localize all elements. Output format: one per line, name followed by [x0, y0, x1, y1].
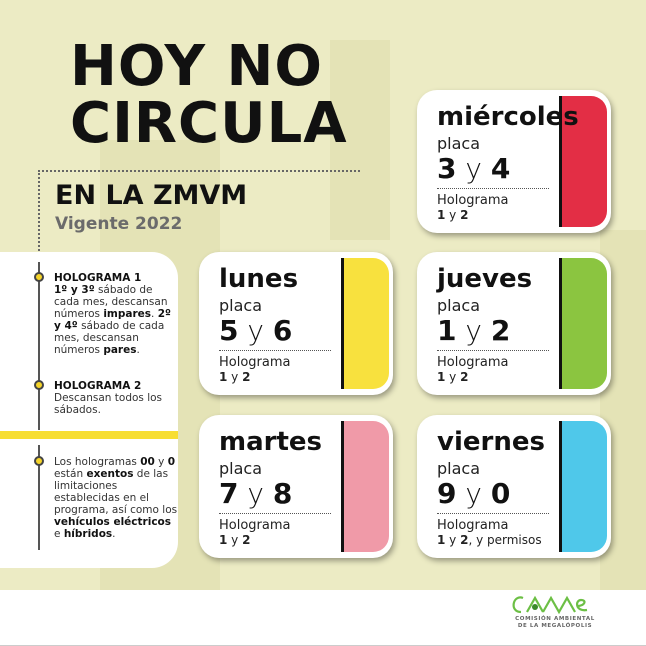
- bullet-icon: [34, 380, 44, 390]
- came-logo: COMISIÓN AMBIENTAL DE LA MEGALÓPOLIS: [505, 592, 605, 630]
- plate-digits: 5 y 6: [219, 314, 293, 347]
- day-card-4: viernes placa 9 y 0 Holograma 1 y 2, y p…: [417, 415, 611, 558]
- came-logo-icon: [512, 595, 588, 615]
- color-strip: [559, 96, 607, 227]
- background-building: [330, 40, 390, 240]
- day-card-3: martes placa 7 y 8 Holograma 1 y 2: [199, 415, 393, 558]
- day-name: lunes: [219, 264, 299, 294]
- yellow-band: [0, 431, 178, 439]
- hologram-values: 1 y 2, y permisos: [437, 533, 542, 547]
- dotted-connector: [38, 170, 40, 270]
- color-strip: [341, 258, 389, 389]
- hologram-2-rule: HOLOGRAMA 2 Descansan todos los sábados.: [54, 380, 163, 416]
- hologram-label: Holograma: [219, 355, 291, 370]
- plate-digits: 9 y 0: [437, 477, 511, 510]
- plate-digits: 1 y 2: [437, 314, 511, 347]
- hologram-label: Holograma: [437, 518, 509, 533]
- hologram-1-rule: HOLOGRAMA 1 1º y 3º sábado de cada mes, …: [54, 272, 171, 356]
- dotted-separator: [437, 513, 549, 514]
- org-name-line-1: COMISIÓN AMBIENTAL: [515, 616, 595, 622]
- day-card-0: miércoles placa 3 y 4 Holograma 1 y 2: [417, 90, 611, 233]
- day-name: jueves: [437, 264, 533, 294]
- exemptions-note: Los hologramas 00 y 0 están exentos de l…: [54, 456, 178, 540]
- color-strip: [559, 258, 607, 389]
- color-strip: [341, 421, 389, 552]
- day-card-1: lunes placa 5 y 6 Holograma 1 y 2: [199, 252, 393, 395]
- day-name: martes: [219, 427, 322, 457]
- plate-label: placa: [437, 296, 481, 315]
- day-name: miércoles: [437, 102, 579, 132]
- bullet-icon: [34, 456, 44, 466]
- day-name: viernes: [437, 427, 545, 457]
- plate-digits: 7 y 8: [219, 477, 293, 510]
- hologram-label: Holograma: [437, 193, 509, 208]
- dotted-divider: [38, 170, 360, 172]
- dotted-separator: [437, 350, 549, 351]
- plate-label: placa: [219, 459, 263, 478]
- plate-label: placa: [437, 459, 481, 478]
- title-line-2: CIRCULA: [70, 91, 348, 156]
- bullet-icon: [34, 272, 44, 282]
- plate-label: placa: [219, 296, 263, 315]
- page-title: HOY NO CIRCULA: [70, 38, 348, 152]
- hologram-values: 1 y 2: [219, 533, 251, 547]
- footer: [0, 590, 646, 646]
- plate-label: placa: [437, 134, 481, 153]
- day-card-2: jueves placa 1 y 2 Holograma 1 y 2: [417, 252, 611, 395]
- dotted-separator: [437, 188, 549, 189]
- hologram-values: 1 y 2: [219, 370, 251, 384]
- hologram-label: Holograma: [219, 518, 291, 533]
- title-line-1: HOY NO: [70, 34, 323, 99]
- hologram-values: 1 y 2: [437, 370, 469, 384]
- color-strip: [559, 421, 607, 552]
- hologram-values: 1 y 2: [437, 208, 469, 222]
- validity-label: Vigente 2022: [55, 214, 183, 234]
- hologram-label: Holograma: [437, 355, 509, 370]
- org-name-line-2: DE LA MEGALÓPOLIS: [517, 623, 593, 629]
- rules-panel: [0, 252, 178, 568]
- plate-digits: 3 y 4: [437, 152, 511, 185]
- dotted-separator: [219, 513, 331, 514]
- timeline-line: [38, 445, 40, 550]
- subtitle: EN LA ZMVM: [55, 180, 248, 211]
- timeline-line: [38, 262, 40, 430]
- dotted-separator: [219, 350, 331, 351]
